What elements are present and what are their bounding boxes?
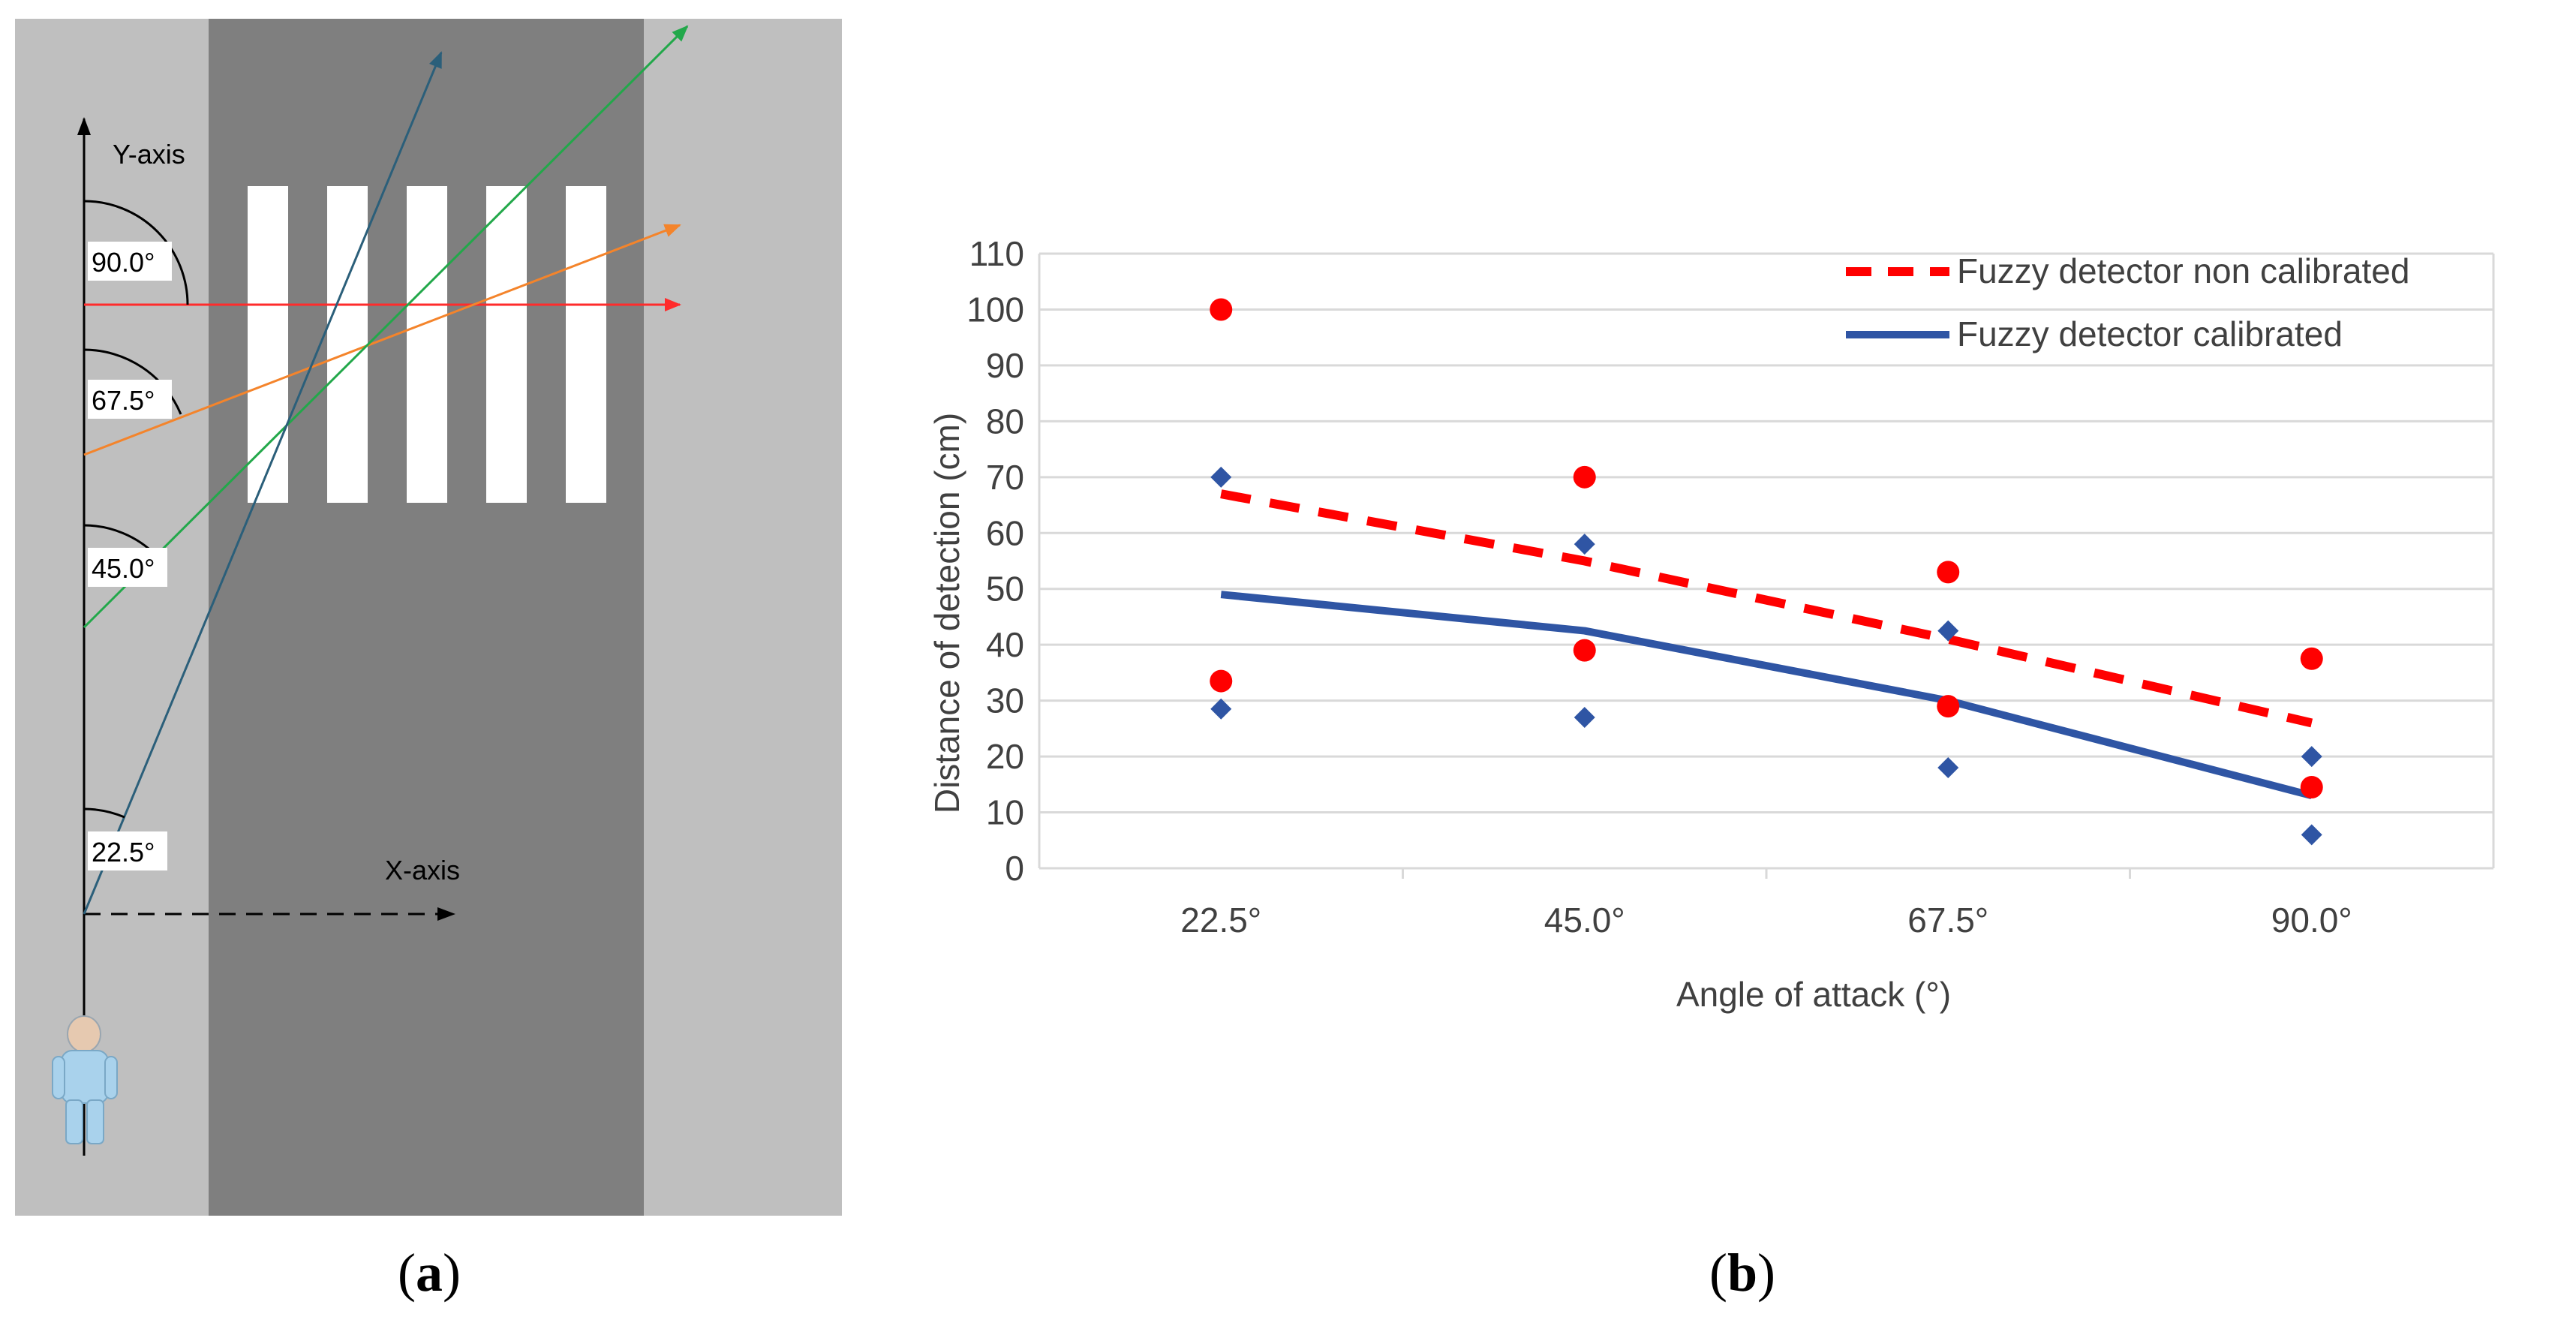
angle-label-90: 90.0°	[92, 247, 155, 278]
zebra-stripe	[566, 186, 606, 503]
y-tick-label: 40	[986, 625, 1024, 664]
legend-label-non-calibrated: Fuzzy detector non calibrated	[1957, 251, 2409, 290]
y-tick-label: 90	[986, 346, 1024, 385]
angle-label-box	[88, 242, 172, 281]
y-tick-label: 50	[986, 570, 1024, 609]
marker-diamond-max	[1574, 534, 1595, 555]
angle-arc-90	[83, 200, 189, 305]
x-axis-title: Angle of attack (°)	[1676, 975, 1951, 1014]
marker-circle-max	[1937, 561, 1960, 584]
trajectory-45	[83, 25, 689, 629]
series-line-non-calibrated	[1220, 489, 2313, 728]
marker-circle-min	[2300, 776, 2323, 799]
marker-circle-max	[1573, 465, 1596, 489]
y-tick-label: 30	[986, 681, 1024, 720]
x-axis-label: X-axis	[385, 855, 460, 886]
caption-b-letter: b	[1727, 1243, 1758, 1303]
x-tick-label: 67.5°	[1907, 901, 1988, 940]
panel-b-chart: 0 10 20 30 40 50 60 70 80 90 100 110 22.5° 45.0° 67.5…	[855, 0, 2576, 1231]
chart-svg: 0 10 20 30 40 50 60 70 80 90 100 110 22.5° 45.0° 67.5…	[927, 234, 2495, 1014]
angle-label-box	[88, 548, 167, 587]
zebra-stripe	[407, 186, 447, 503]
panel-a-schematic: Y-axis X-axis 90.0° 67.5° 45.0° 22.5°	[0, 0, 855, 1231]
marker-diamond-min	[2301, 824, 2322, 846]
marker-diamond-min	[1574, 706, 1595, 728]
angle-arc-67-5	[83, 348, 182, 415]
caption-a-letter: a	[415, 1243, 443, 1303]
y-tick-label: 110	[969, 234, 1024, 273]
chart-series	[1210, 298, 2323, 846]
marker-diamond-max	[1210, 466, 1232, 488]
angle-label-22-5: 22.5°	[92, 837, 155, 867]
marker-circle-max	[1210, 298, 1233, 321]
schematic-svg: Y-axis X-axis 90.0° 67.5° 45.0° 22.5°	[15, 19, 842, 1216]
marker-circle-min	[1937, 695, 1960, 718]
marker-diamond-min	[1210, 698, 1232, 720]
y-tick-label: 70	[986, 458, 1024, 497]
y-tick-labels: 0 10 20 30 40 50 60 70 80 90 100 110	[966, 234, 1024, 888]
series-line-calibrated	[1220, 591, 2313, 800]
marker-diamond-max	[1937, 620, 1959, 642]
y-tick-label: 0	[1005, 849, 1024, 888]
marker-diamond-max	[2301, 746, 2322, 768]
zebra-stripe	[327, 186, 368, 503]
x-tick-label: 45.0°	[1544, 901, 1625, 940]
pedestrian-icon	[52, 1015, 118, 1144]
trajectory-22-5	[83, 51, 443, 915]
angle-label-45: 45.0°	[92, 553, 155, 584]
x-tick-label: 22.5°	[1180, 901, 1261, 940]
caption-b: (b)	[1709, 1243, 1776, 1303]
zebra-stripe	[486, 186, 527, 503]
y-tick-label: 10	[986, 793, 1024, 832]
y-axis-label: Y-axis	[113, 139, 185, 170]
zebra-stripe	[248, 186, 288, 503]
zebra-crossing	[248, 186, 606, 503]
y-tick-label: 60	[986, 513, 1024, 552]
y-tick-label: 80	[986, 401, 1024, 440]
y-axis-title: Distance of detection (cm)	[927, 413, 966, 813]
marker-diamond-min	[1937, 756, 1959, 778]
chart-grid	[1038, 252, 2495, 879]
x-tick-label: 90.0°	[2271, 901, 2352, 940]
legend-label-calibrated: Fuzzy detector calibrated	[1957, 314, 2343, 353]
y-tick-label: 100	[966, 290, 1024, 329]
marker-circle-max	[2300, 647, 2323, 670]
x-tick-labels: 22.5° 45.0° 67.5° 90.0°	[1180, 901, 2352, 940]
caption-a: (a)	[398, 1243, 461, 1303]
angle-label-box	[88, 831, 167, 870]
angle-arc-22-5	[83, 807, 125, 819]
trajectory-67-5	[83, 224, 681, 456]
angle-label-67-5: 67.5°	[92, 385, 155, 416]
angle-label-box	[88, 380, 172, 419]
chart-legend: Fuzzy detector non calibrated Fuzzy dete…	[1846, 251, 2409, 353]
marker-circle-min	[1210, 669, 1233, 693]
y-tick-label: 20	[986, 737, 1024, 776]
marker-circle-min	[1573, 639, 1596, 662]
